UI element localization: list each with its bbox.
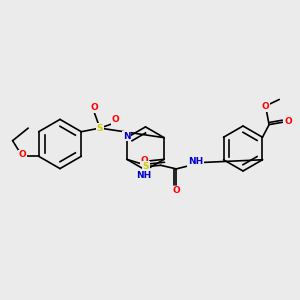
Text: S: S	[97, 124, 103, 133]
Text: O: O	[140, 156, 148, 165]
Text: NH: NH	[188, 157, 203, 166]
Text: O: O	[261, 102, 269, 111]
Text: O: O	[172, 186, 180, 195]
Text: O: O	[284, 117, 292, 126]
Text: S: S	[143, 162, 149, 171]
Text: NH: NH	[136, 171, 152, 180]
Text: O: O	[19, 150, 26, 159]
Text: O: O	[91, 103, 98, 112]
Text: O: O	[112, 115, 119, 124]
Text: N: N	[123, 132, 130, 141]
